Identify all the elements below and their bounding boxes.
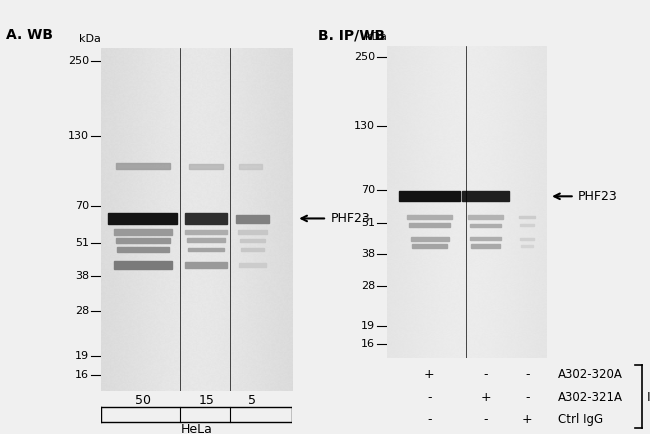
Bar: [117, 247, 169, 252]
Bar: [400, 191, 460, 201]
Text: HeLa: HeLa: [181, 424, 213, 434]
Text: Ctrl IgG: Ctrl IgG: [558, 413, 603, 426]
Bar: [519, 216, 535, 218]
Text: 28: 28: [361, 281, 375, 291]
Bar: [520, 237, 534, 240]
Text: 50: 50: [135, 394, 151, 407]
Text: 51: 51: [75, 238, 89, 248]
Text: kDa: kDa: [79, 34, 101, 44]
Bar: [469, 237, 501, 240]
Text: +: +: [480, 391, 491, 404]
Bar: [116, 238, 170, 243]
Bar: [185, 230, 227, 234]
Text: PHF23: PHF23: [578, 190, 618, 203]
Text: 250: 250: [354, 53, 375, 62]
Text: 16: 16: [361, 339, 375, 349]
Text: 16: 16: [75, 370, 89, 380]
Bar: [408, 215, 452, 220]
Bar: [521, 245, 533, 247]
Bar: [240, 248, 264, 251]
Bar: [236, 215, 268, 223]
Text: 130: 130: [68, 131, 89, 141]
Bar: [412, 244, 447, 248]
Bar: [185, 214, 227, 224]
Bar: [471, 244, 500, 247]
Text: -: -: [427, 413, 432, 426]
Bar: [239, 263, 266, 266]
Text: A. WB: A. WB: [6, 28, 53, 42]
Bar: [469, 224, 501, 227]
Text: -: -: [525, 368, 530, 381]
Bar: [187, 238, 226, 243]
Text: A302-320A: A302-320A: [558, 368, 623, 381]
Text: 70: 70: [361, 185, 375, 195]
Text: -: -: [484, 413, 488, 426]
Bar: [240, 239, 265, 242]
Text: IP: IP: [647, 391, 650, 404]
Text: 15: 15: [198, 394, 214, 407]
Text: 250: 250: [68, 56, 89, 66]
Text: 51: 51: [361, 218, 375, 228]
Text: 70: 70: [75, 201, 89, 211]
Text: kDa: kDa: [365, 33, 387, 43]
Text: +: +: [522, 413, 532, 426]
Bar: [185, 262, 227, 268]
Bar: [114, 229, 172, 235]
Bar: [238, 230, 266, 233]
Bar: [188, 248, 224, 251]
Bar: [411, 237, 449, 240]
Bar: [116, 163, 170, 169]
Text: 28: 28: [75, 306, 89, 316]
Text: 5: 5: [248, 394, 256, 407]
Text: 38: 38: [75, 271, 89, 281]
Text: -: -: [484, 368, 488, 381]
Text: B. IP/WB: B. IP/WB: [318, 28, 385, 42]
Bar: [239, 164, 262, 169]
Text: -: -: [525, 391, 530, 404]
Bar: [468, 215, 503, 219]
Bar: [462, 191, 510, 201]
Text: +: +: [424, 368, 435, 381]
Text: 130: 130: [354, 121, 375, 131]
Bar: [109, 214, 177, 224]
Bar: [409, 224, 450, 227]
Bar: [189, 164, 224, 169]
Text: 38: 38: [361, 249, 375, 259]
Text: PHF23: PHF23: [331, 212, 370, 225]
Text: 19: 19: [361, 321, 375, 331]
Text: 19: 19: [75, 351, 89, 361]
Bar: [114, 261, 172, 269]
Text: -: -: [427, 391, 432, 404]
Bar: [520, 224, 534, 227]
Text: A302-321A: A302-321A: [558, 391, 623, 404]
